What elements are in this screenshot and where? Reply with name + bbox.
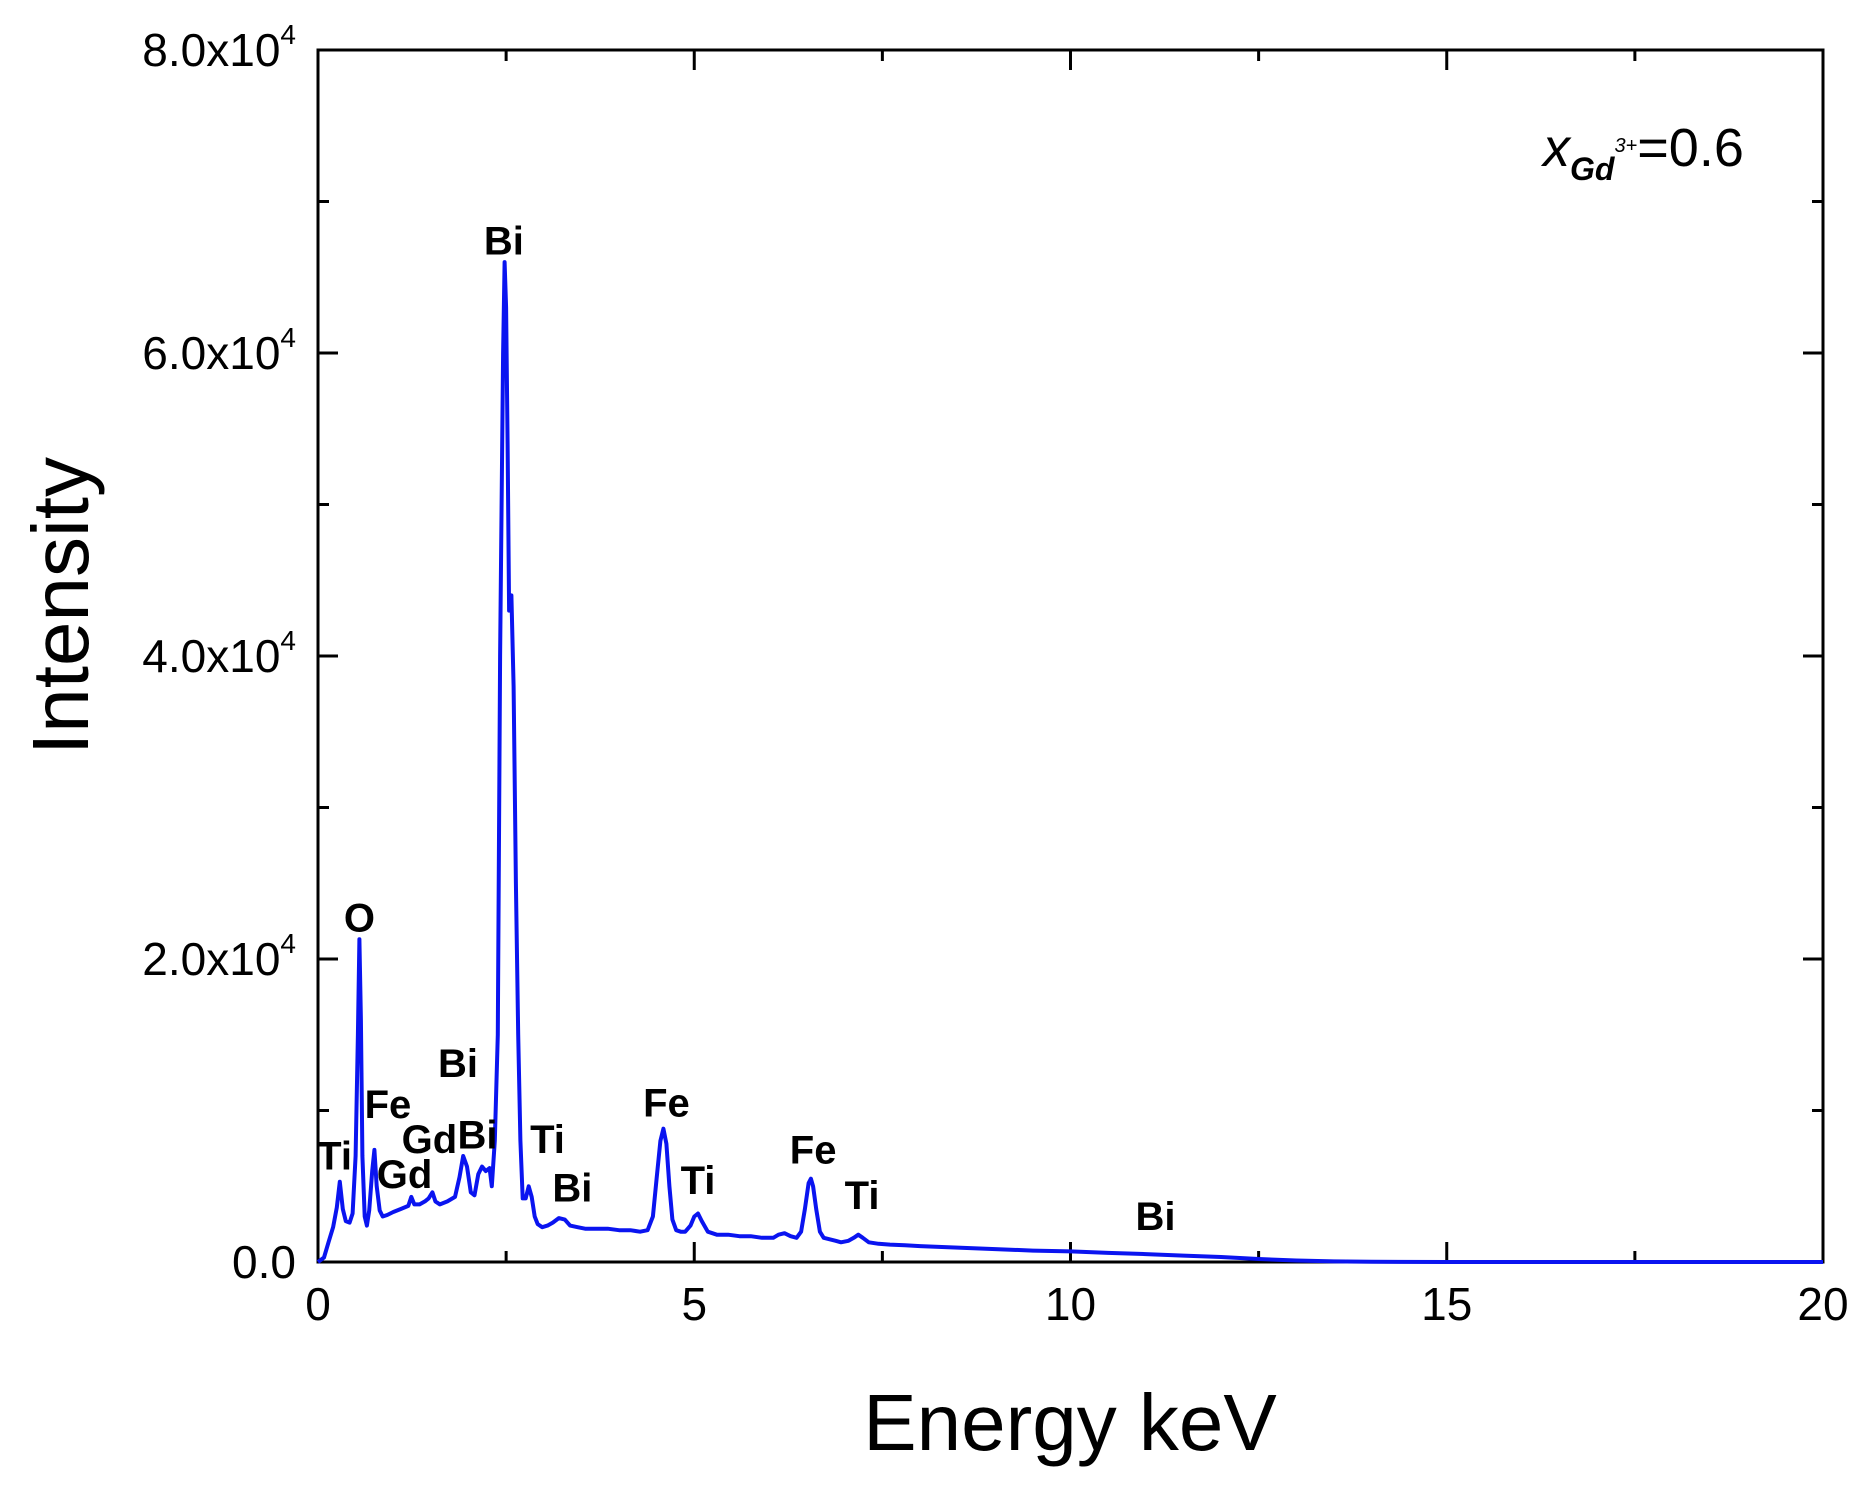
svg-text:xGd3+=0.6: xGd3+=0.6	[1540, 118, 1744, 187]
y-axis-title: Intensity	[16, 457, 105, 755]
peak-label: Gd	[402, 1118, 458, 1162]
x-axis-title: Energy keV	[863, 1378, 1277, 1467]
x-tick-label: 5	[681, 1278, 707, 1330]
peak-label: O	[344, 897, 375, 941]
composition-superscript: 3+	[1614, 135, 1637, 157]
peak-label: Bi	[458, 1113, 498, 1157]
peak-label: Fe	[790, 1129, 837, 1173]
peak-label: Ti	[845, 1174, 880, 1218]
spectrum-line	[316, 260, 1823, 1264]
peak-label: Fe	[365, 1083, 412, 1127]
peak-label: Ti	[530, 1118, 565, 1162]
composition-subscript: Gd	[1570, 151, 1616, 187]
peak-label: Fe	[643, 1082, 690, 1126]
x-tick-label: 15	[1421, 1278, 1472, 1330]
peak-label: Gd	[377, 1153, 433, 1197]
peak-label: Ti	[317, 1135, 352, 1179]
y-tick-label: 2.0x104	[142, 928, 296, 985]
peak-label: Bi	[552, 1166, 592, 1210]
y-tick-label: 0.0	[232, 1236, 296, 1288]
x-tick-label: 10	[1045, 1278, 1096, 1330]
composition-symbol: x	[1540, 118, 1572, 178]
y-tick-label: 4.0x104	[142, 625, 296, 682]
peak-label: Bi	[1136, 1195, 1176, 1239]
peak-label: Bi	[438, 1042, 478, 1086]
axes-layer: 0 5 10 15 20 0.0 2.0x104 4.0x104 6.0x104 8.0x104	[142, 19, 1848, 1330]
x-tick-label: 20	[1797, 1278, 1848, 1330]
peak-label: Bi	[484, 220, 524, 264]
peak-label: Ti	[681, 1159, 716, 1203]
x-tick-label: 0	[305, 1278, 331, 1330]
composition-value: =0.6	[1637, 118, 1744, 178]
plot-frame	[316, 48, 1825, 1264]
series-layer	[316, 260, 1823, 1264]
composition-label: xGd3+=0.6	[1540, 118, 1744, 187]
y-tick-label: 8.0x104	[142, 19, 296, 76]
y-tick-label: 6.0x104	[142, 322, 296, 379]
